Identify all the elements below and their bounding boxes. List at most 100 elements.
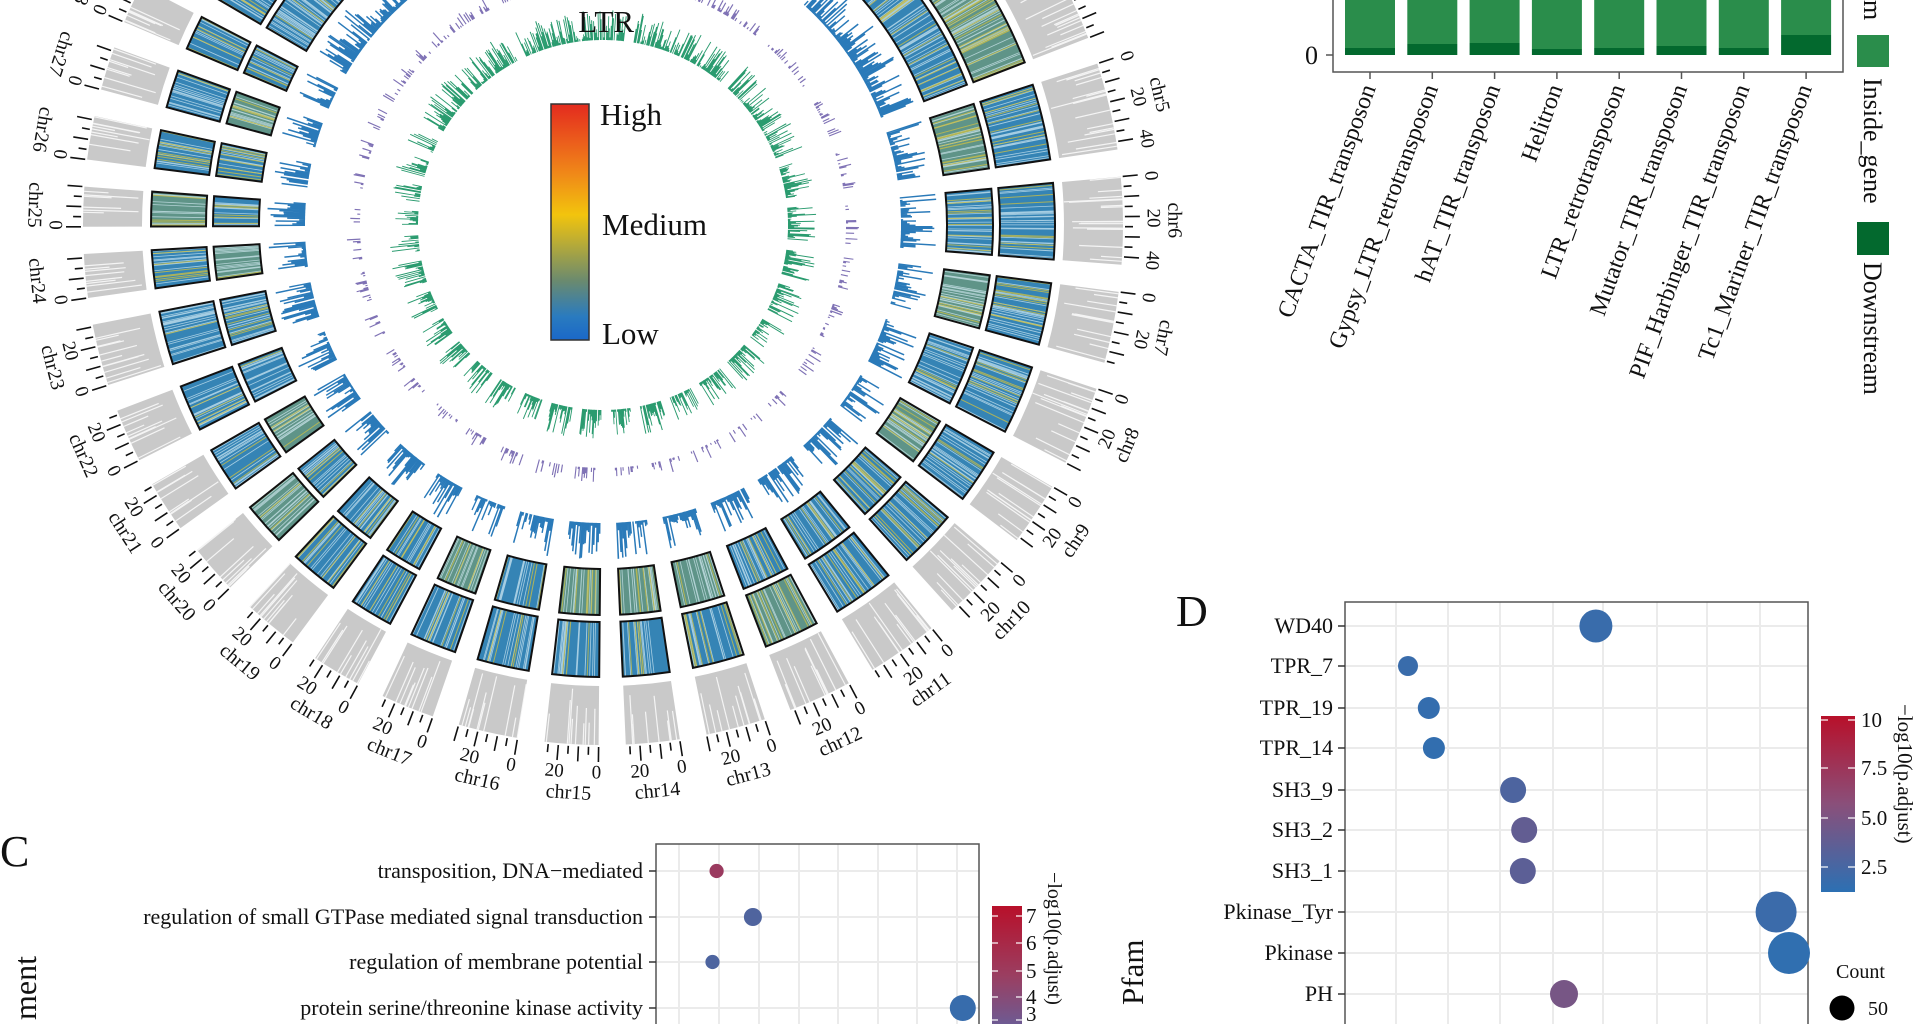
gene-density-gaps-chr13 <box>700 672 762 735</box>
scale-ticks-chr4 <box>1074 0 1105 38</box>
scale-ticks-chr23 <box>76 326 107 392</box>
heatmap-inner-hot-stripes-chr27 <box>228 97 278 130</box>
tick-label: 0 <box>145 533 168 553</box>
dot-wd40 <box>1579 609 1613 643</box>
gene-density-gaps-chr19 <box>249 563 298 636</box>
scale-ticks-chr13 <box>706 720 771 752</box>
gene-density-gaps-chr17 <box>384 655 441 713</box>
outer-histogram-chr14 <box>616 519 648 559</box>
gene-density-gaps-chr5 <box>1050 67 1118 156</box>
bar-inside_gene-2 <box>1469 0 1520 43</box>
middle-histogram-chr22 <box>364 314 386 337</box>
dot-tpr-7 <box>1398 656 1418 676</box>
gene-density-gaps-chr23 <box>95 327 162 384</box>
heatmap-inner-border-chr25 <box>211 195 261 228</box>
chromosome-label-chr25: chr25 <box>23 182 47 228</box>
ltr-histogram-chr22 <box>407 291 438 319</box>
heatmap-inner-stripes-chr23 <box>220 292 276 344</box>
heatmap-inner-stripes-chr24 <box>213 245 263 280</box>
heatmap-inner-hot-stripes-chr4 <box>868 0 966 98</box>
gene-density-gaps-chr9 <box>986 463 1053 539</box>
scale-ticks-chr7 <box>1106 291 1136 365</box>
gene-density-gaps-chr6 <box>1063 176 1124 262</box>
heatmap-outer-stripes-chr8 <box>956 349 1033 431</box>
middle-histogram-chr26 <box>353 173 366 189</box>
ltr-histogram-chr10 <box>727 344 765 381</box>
ltr-histogram-chr26 <box>393 184 423 202</box>
middle-histogram-chr1 <box>382 0 490 102</box>
heatmap-inner-border-chr16 <box>493 554 548 611</box>
bar-downstream-1 <box>1407 44 1458 55</box>
outer-histogram-chr27 <box>282 116 323 148</box>
ltr-histogram-chr13 <box>639 400 666 434</box>
scale-ticks-chr21 <box>143 486 180 539</box>
middle-histogram-chr20 <box>403 377 425 393</box>
heat-legend-medium: Medium <box>602 207 707 242</box>
heatmap-inner-border-chr18 <box>385 510 443 571</box>
gene-density-gaps-chr4 <box>1020 0 1087 56</box>
pfam-enrichment-dot-plot: D WD40 TPR_7 TPR_19 TPR_14 SH3_9 SH3_2 SH3_1 Pk… <box>1176 587 1917 1024</box>
middle-histogram-chr4 <box>767 44 842 137</box>
gene-density-gaps-chr26 <box>89 116 150 152</box>
gene-density-block-chr18 <box>315 608 386 684</box>
middle-histogram-chr13 <box>651 455 681 472</box>
dot-tpr-14 <box>1422 737 1445 759</box>
chromosome-chr2: 02040chr2 <box>501 0 627 57</box>
heatmap-inner-hot-stripes-chr17 <box>437 536 484 591</box>
middle-histogram-chr2 <box>501 0 512 4</box>
gene-density-block-chr20 <box>196 513 273 588</box>
tick-label: 0 <box>63 73 86 88</box>
heatmap-outer-border-chr22 <box>179 365 251 431</box>
count-legend-title: Count <box>1836 961 1885 983</box>
colorbar-tick-label: 5.0 <box>1861 806 1887 830</box>
heatmap-inner-border-chr10 <box>832 446 902 516</box>
colorbar-tick-label: 3 <box>1026 1002 1037 1024</box>
heatmap-outer-hot-stripes-chr9 <box>928 438 985 484</box>
tick-label: 20 <box>544 759 565 782</box>
ltr-histogram-chr6 <box>787 206 817 241</box>
heatmap-outer-border-chr26 <box>153 129 216 177</box>
heatmap-outer-border-chr21 <box>209 421 282 490</box>
scale-ticks-chr10 <box>958 561 1014 618</box>
tick-label: 20 <box>1126 85 1151 108</box>
tick-label: 0 <box>1137 292 1159 304</box>
scale-ticks-chr14 <box>629 741 684 761</box>
heat-legend-high: High <box>600 97 663 132</box>
heatmap-outer-border-chr23 <box>158 300 227 366</box>
ltr-histogram-chr15 <box>579 408 602 439</box>
tick-label: 40 <box>1141 250 1163 270</box>
heatmap-outer-border-chr25 <box>149 190 209 228</box>
chromosome-label-chr16: chr16 <box>453 764 502 796</box>
scale-ticks-chr27 <box>84 44 112 90</box>
ltr-histogram-chr24 <box>390 235 420 252</box>
heatmap-inner-hot-stripes-chr19 <box>353 489 398 538</box>
tick-label: 0 <box>505 754 518 776</box>
outer-histogram-chr7 <box>890 263 933 310</box>
gene-density-block-chr22 <box>117 389 192 461</box>
heatmap-outer-chr14 <box>620 617 670 677</box>
heatmap-outer-hot-stripes-chr27 <box>177 72 230 92</box>
chromosome-label-chr6: chr6 <box>1163 202 1185 238</box>
c-colorbar-title: −log10(p.adjust) <box>1043 872 1065 1005</box>
heatmap-outer-border-chr28 <box>185 15 252 72</box>
scale-ticks-chr16 <box>453 726 518 755</box>
legend-swatch-inside-gene <box>1857 35 1889 67</box>
heatmap-outer-chr19 <box>295 516 367 588</box>
ltr-histogram-chr8 <box>767 283 802 323</box>
outer-histogram-chr5 <box>886 121 926 181</box>
colorbar-tick-label: 6 <box>1026 931 1037 955</box>
bar-inside_gene-5 <box>1656 0 1707 46</box>
middle-histogram-chr12 <box>690 439 722 463</box>
dot-pkinase-tyr <box>1755 891 1797 933</box>
heatmap-inner-hot-stripes-chr22 <box>239 349 283 368</box>
tick-label: 20 <box>458 744 481 769</box>
ltr-histogram-chr18 <box>485 379 516 408</box>
middle-histogram-chr28 <box>367 108 388 131</box>
heatmap-inner-hot-stripes-chr28 <box>244 48 297 91</box>
gene-density-block-chr17 <box>382 642 453 717</box>
heatmap-inner-hot-stripes-chr23 <box>223 303 274 337</box>
bar-inside_gene-3 <box>1531 0 1582 49</box>
